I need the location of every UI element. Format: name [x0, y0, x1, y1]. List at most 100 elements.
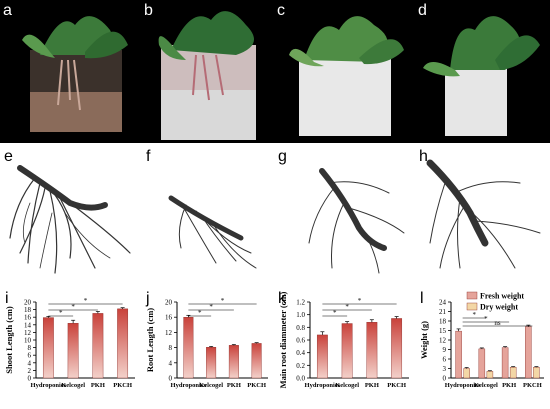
significance-mark: * [473, 311, 477, 319]
y-tick-label: 4 [28, 359, 32, 367]
significance-mark: * [198, 309, 202, 317]
photo-label-d: d [418, 2, 427, 19]
bar-dry [486, 371, 494, 379]
bar [42, 317, 54, 379]
photo-label-a: a [3, 2, 12, 19]
y-tick-label: 18 [439, 318, 447, 326]
category-label: PKCH [113, 382, 132, 389]
chart-label-k: k [278, 290, 286, 307]
plant-pkh-image [274, 0, 415, 143]
y-tick-label: 0.2 [296, 362, 305, 370]
root-label-f: f [146, 148, 151, 165]
bar-fresh [501, 347, 509, 379]
y-axis-title: Root Length (cm) [145, 308, 155, 372]
legend-label: Dry weight [480, 303, 518, 312]
legend-label: Fresh weight [480, 292, 524, 301]
photo-panel-d [415, 0, 550, 143]
y-tick-label: 20 [165, 299, 173, 307]
y-tick-label: 1.0 [296, 311, 305, 319]
y-tick-label: 8 [169, 344, 173, 352]
significance-mark: * [84, 297, 88, 305]
category-label: Hydroponics [445, 382, 481, 389]
bar [183, 317, 194, 379]
category-label: PKH [91, 382, 105, 389]
category-label: PKCH [523, 382, 542, 389]
root-panel-e [0, 143, 141, 283]
y-tick-label: 15 [439, 327, 447, 335]
significance-mark: * [484, 315, 488, 323]
y-tick-label: 0 [28, 375, 32, 383]
y-tick-label: 12 [24, 329, 32, 337]
y-tick-label: 0 [169, 375, 173, 383]
root-system-hydroponics-image [9, 165, 131, 274]
root-panel-h [415, 143, 550, 283]
y-tick-label: 9 [443, 346, 447, 354]
y-tick-label: 3 [443, 365, 447, 373]
photo-panel-a [0, 0, 141, 143]
category-label: Hydroponics [171, 382, 207, 389]
main-root-diameter-chart: 0.0 0.2 0.4 0.6 0.8 1.0 1.2 Main root diammeter… [278, 291, 409, 389]
y-tick-label: 1.2 [296, 299, 305, 307]
plant-pkch-image [415, 0, 550, 143]
root-label-e: e [4, 148, 13, 165]
root-length-chart: 0 4 8 12 16 20 Root Length (cm) HydroponicsKelc… [145, 297, 268, 389]
category-label: Kelcogel [474, 382, 498, 389]
y-tick-label: 20 [24, 299, 32, 307]
bar-dry [463, 368, 470, 379]
y-tick-label: 10 [24, 337, 32, 345]
y-tick-label: 0.6 [296, 337, 305, 345]
chart-label-j: j [146, 290, 150, 307]
category-label: Hydroponics [305, 382, 341, 389]
bar [341, 323, 353, 379]
bar [366, 322, 378, 379]
y-tick-label: 16 [165, 314, 173, 322]
y-tick-label: 0.0 [296, 375, 305, 383]
bar-dry [533, 367, 540, 379]
plant-kelcogel-image [141, 0, 274, 143]
category-label: PKCH [387, 382, 406, 389]
category-label: Kelcogel [61, 382, 85, 389]
significance-mark: ns [494, 319, 501, 327]
chart-label-i: i [5, 290, 9, 307]
y-tick-label: 18 [24, 306, 32, 314]
bar [117, 308, 129, 379]
y-tick-label: 0 [443, 375, 447, 383]
bar-fresh [525, 326, 532, 379]
significance-mark: * [221, 297, 225, 305]
legend-swatch [466, 302, 478, 311]
y-tick-label: 6 [28, 352, 32, 360]
root-system-kelcogel-image [168, 195, 257, 269]
significance-mark: * [71, 303, 75, 311]
photo-panel-b [141, 0, 274, 143]
bar [251, 343, 262, 379]
chart-label-l: l [420, 290, 424, 307]
legend-swatch [466, 291, 478, 300]
bar [206, 347, 217, 379]
category-label: PKH [365, 382, 379, 389]
significance-mark: * [59, 309, 63, 317]
y-tick-label: 8 [28, 344, 32, 352]
category-label: PKH [227, 382, 241, 389]
root-label-h: h [419, 148, 428, 165]
significance-mark: * [333, 309, 337, 317]
y-tick-label: 14 [24, 321, 32, 329]
category-label: PKCH [247, 382, 266, 389]
significance-mark: * [209, 303, 213, 311]
y-tick-label: 4 [169, 359, 173, 367]
category-label: Hydroponics [31, 382, 67, 389]
y-tick-label: 24 [439, 299, 447, 307]
bar [92, 313, 104, 379]
y-tick-label: 6 [443, 356, 447, 364]
root-system-pkch-image [426, 159, 541, 269]
bar [67, 323, 79, 379]
photo-label-b: b [144, 2, 153, 19]
photo-panel-c [274, 0, 415, 143]
category-label: Kelcogel [199, 382, 223, 389]
root-system-pkh-image [308, 168, 405, 274]
bar-dry [509, 367, 517, 379]
bar [316, 334, 328, 379]
bar-fresh [455, 330, 462, 379]
